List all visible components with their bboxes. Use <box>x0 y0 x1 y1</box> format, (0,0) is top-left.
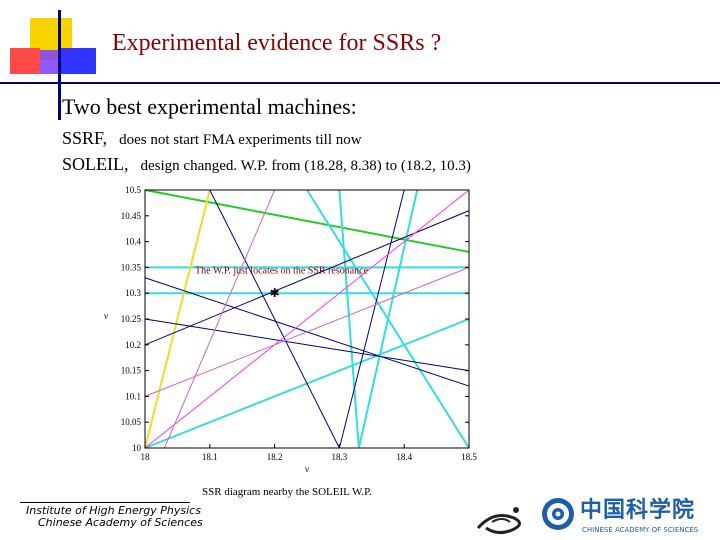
slide-title: Experimental evidence for SSRs ? <box>112 30 442 56</box>
resonance-line <box>144 210 470 346</box>
x-tick-label: 18.4 <box>396 452 412 462</box>
x-tick-label: 18.1 <box>202 452 218 462</box>
working-point-marker: ✱ <box>270 286 280 300</box>
resonance-line <box>144 266 470 397</box>
resonance-lines <box>144 189 470 449</box>
chart-caption: SSR diagram nearby the SOLEIL W.P. <box>202 486 372 498</box>
resonance-line <box>338 189 360 449</box>
header-rule <box>0 82 720 84</box>
y-tick-label: 10.15 <box>121 366 142 376</box>
decor-blue-square <box>58 48 96 74</box>
machine-note: design changed. W.P. from (18.28, 8.38) … <box>140 158 471 174</box>
cas-name-cn: 中国科学院 <box>580 498 696 523</box>
resonance-line <box>144 189 470 253</box>
y-tick-label: 10 <box>132 443 142 453</box>
subheading: Two best experimental machines: <box>62 94 357 119</box>
y-tick-label: 10.3 <box>125 288 141 298</box>
y-tick-label: 10.5 <box>125 185 141 195</box>
institute-line-2: Chinese Academy of Sciences <box>38 516 203 529</box>
decor-vertical-rule <box>58 10 61 120</box>
decor-violet-square <box>40 50 62 74</box>
x-tick-label: 18 <box>141 452 151 462</box>
y-tick-label: 10.45 <box>121 211 142 221</box>
y-axis-label: ν <box>104 311 108 321</box>
machine-row-ssrf: SSRF, does not start FMA experiments til… <box>62 128 362 149</box>
axis-ticks: 18 18.1 18.2 18.3 18.4 18.5 10 10.05 10.1 10.15 10… <box>121 185 478 462</box>
x-tick-label: 18.2 <box>267 452 283 462</box>
resonance-line <box>144 189 470 449</box>
x-tick-label: 18.3 <box>332 452 348 462</box>
y-tick-label: 10.05 <box>121 417 142 427</box>
x-tick-label: 18.5 <box>461 452 477 462</box>
y-tick-label: 10.25 <box>121 314 142 324</box>
resonance-line <box>209 189 340 449</box>
resonance-line <box>144 189 211 449</box>
x-axis-label: ν <box>305 464 309 474</box>
y-tick-label: 10.2 <box>125 340 141 350</box>
y-tick-label: 10.35 <box>121 262 142 272</box>
resonance-line <box>144 318 470 372</box>
chart-annotation: The W.P. just locates on the SSR resonan… <box>195 265 369 276</box>
footer-rule <box>20 502 190 503</box>
cas-name-en: CHINESE ACADEMY OF SCIENCES <box>582 526 699 534</box>
ssr-resonance-chart: 18 18.1 18.2 18.3 18.4 18.5 10 10.05 10.1 10.15 10… <box>104 185 478 474</box>
machine-row-soleil: SOLEIL, design changed. W.P. from (18.28… <box>62 154 471 175</box>
resonance-line <box>338 189 405 449</box>
machine-name: SSRF, <box>62 128 108 148</box>
institute-name: Institute of High Energy Physics Chinese… <box>26 505 203 529</box>
resonance-line <box>163 189 276 449</box>
y-tick-label: 10.4 <box>125 237 141 247</box>
y-tick-label: 10.1 <box>125 391 141 401</box>
machine-note: does not start FMA experiments till now <box>119 132 362 148</box>
cas-emblem-icon <box>542 498 574 530</box>
institute-line-1: Institute of High Energy Physics <box>26 504 201 517</box>
machine-name: SOLEIL, <box>62 154 129 174</box>
decor-red-square <box>10 48 40 74</box>
ihep-logo-icon <box>476 507 521 535</box>
resonance-line <box>357 189 419 449</box>
